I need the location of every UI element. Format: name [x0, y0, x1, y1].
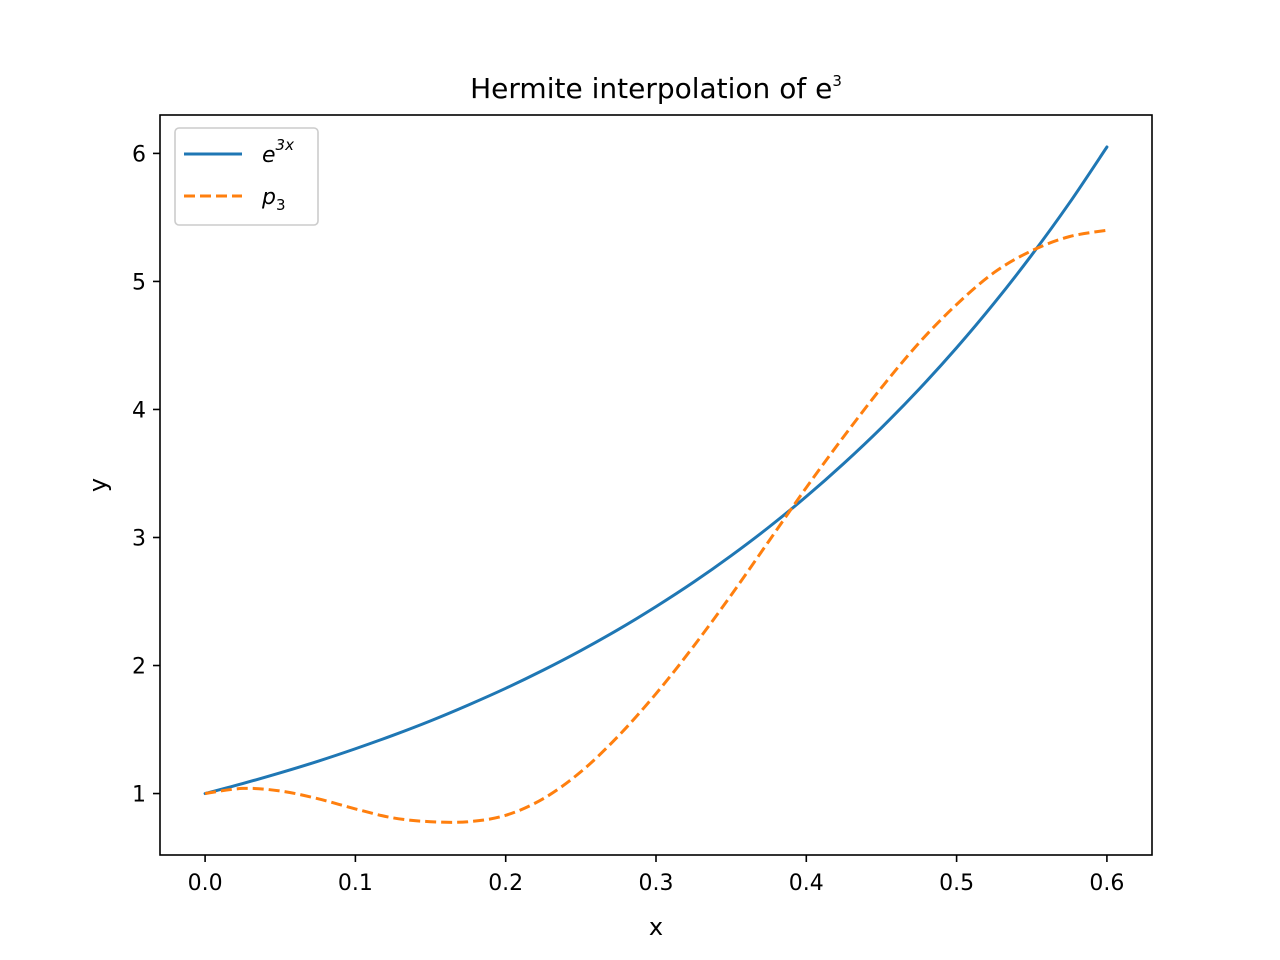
x-tick-label: 0.3 — [639, 871, 674, 896]
x-tick-label: 0.2 — [488, 871, 523, 896]
y-tick-label: 4 — [132, 398, 146, 423]
y-tick-label: 3 — [132, 526, 146, 551]
x-tick-label: 0.5 — [939, 871, 974, 896]
y-tick-label: 1 — [132, 783, 146, 808]
y-tick-label: 6 — [132, 142, 146, 167]
series-layer — [203, 145, 1109, 824]
y-tick-label: 2 — [132, 655, 146, 680]
legend-label-p3: p3 — [261, 185, 286, 214]
tick-layer: 0.0 0.1 0.2 0.3 0.4 0.5 0.6 1 2 3 4 5 6 — [132, 142, 1124, 896]
y-axis-label: y — [84, 478, 112, 492]
x-tick-label: 0.0 — [188, 871, 223, 896]
x-axis-label: x — [649, 913, 663, 941]
x-tick-label: 0.6 — [1089, 871, 1124, 896]
chart-title: Hermite interpolation of e3 — [470, 72, 842, 105]
y-tick-label: 5 — [132, 270, 146, 295]
x-tick-label: 0.1 — [338, 871, 373, 896]
legend: e3x p3 — [174, 127, 319, 226]
series-line-1 — [204, 228, 1108, 824]
x-tick-label: 0.4 — [789, 871, 824, 896]
legend-box — [174, 127, 319, 226]
series-line-0 — [203, 145, 1109, 796]
legend-label-exp: e3x — [262, 136, 294, 168]
